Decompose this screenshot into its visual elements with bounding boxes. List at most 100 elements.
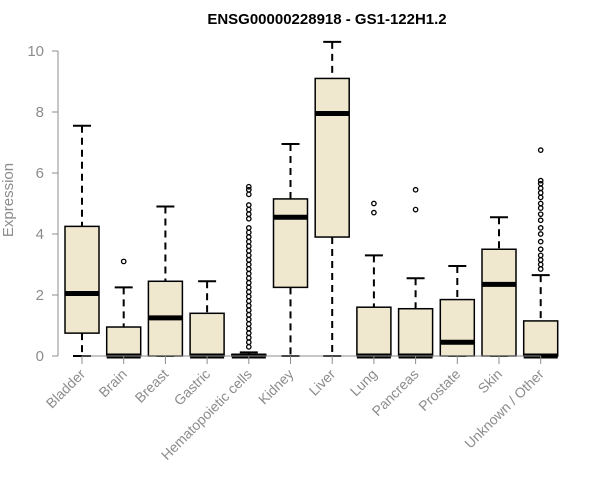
outlier-point <box>245 270 252 277</box>
outlier-point <box>537 194 544 201</box>
outlier-point <box>537 211 544 218</box>
box-iqr <box>356 306 392 357</box>
x-tick-label-unknown-other: Unknown / Other <box>461 366 547 452</box>
chart-title: ENSG00000228918 - GS1-122H1.2 <box>207 11 446 28</box>
outlier-point <box>245 284 252 291</box>
box-iqr <box>439 298 476 357</box>
outlier-point <box>537 231 544 237</box>
outlier-point <box>120 258 127 265</box>
outlier-point <box>245 238 252 245</box>
box-group-gastric <box>189 280 225 359</box>
y-axis-label: Expression <box>0 163 17 237</box>
outlier-point <box>245 325 252 332</box>
box-group-breast <box>147 205 184 357</box>
box-iqr <box>397 307 434 357</box>
outlier-point <box>245 186 252 193</box>
outlier-point <box>245 293 252 300</box>
outlier-point <box>245 307 252 314</box>
outlier-point <box>245 202 252 208</box>
box-iqr <box>272 198 309 289</box>
outlier-point <box>245 243 252 250</box>
box-group-prostate <box>439 265 476 357</box>
box-group-brain <box>105 258 142 359</box>
box-iqr <box>314 77 350 238</box>
box-iqr <box>522 320 559 357</box>
box-group-pancreas <box>397 186 434 359</box>
y-tick-label: 8 <box>36 104 44 121</box>
box-group-skin <box>481 216 517 357</box>
outlier-point <box>371 209 377 216</box>
x-tick-label-breast: Breast <box>132 366 172 406</box>
plot-area <box>64 40 559 359</box>
box-iqr <box>64 225 100 334</box>
outlier-point <box>537 180 544 187</box>
box-iqr <box>481 248 517 357</box>
outlier-point <box>245 343 252 350</box>
outlier-point <box>537 177 544 184</box>
outlier-point <box>537 205 544 211</box>
outlier-point <box>245 289 252 295</box>
outlier-point <box>245 229 252 236</box>
outlier-point <box>537 261 544 268</box>
x-tick-label-skin: Skin <box>475 366 506 397</box>
outlier-point <box>245 225 252 231</box>
box-group-liver <box>314 40 350 357</box>
outlier-point <box>245 302 252 309</box>
box-group-hematopoietic-cells <box>231 183 267 359</box>
outlier-point <box>245 183 252 190</box>
outlier-point <box>245 311 252 318</box>
x-tick-label-brain: Brain <box>95 366 129 400</box>
outlier-point <box>245 321 252 327</box>
box-iqr <box>189 312 225 357</box>
x-tick-label-kidney: Kidney <box>255 366 297 408</box>
box-group-bladder <box>64 124 100 357</box>
outlier-point <box>537 217 544 224</box>
outlier-point <box>537 246 544 253</box>
outlier-point <box>245 266 252 272</box>
outlier-point <box>537 189 544 196</box>
outlier-point <box>245 261 252 268</box>
x-tick-label-prostate: Prostate <box>415 366 463 414</box>
outlier-point <box>245 275 252 282</box>
outlier-point <box>245 334 252 341</box>
y-tick-label: 6 <box>36 165 44 182</box>
x-tick-label-liver: Liver <box>306 366 339 399</box>
outlier-point <box>537 257 544 263</box>
box-group-unknown-other <box>522 147 559 359</box>
outlier-point <box>245 215 252 222</box>
outlier-point <box>245 191 252 198</box>
outlier-point <box>537 200 544 207</box>
outlier-point <box>245 279 252 286</box>
outlier-point <box>245 247 252 254</box>
box-group-kidney <box>272 143 309 357</box>
outlier-point <box>245 234 252 240</box>
outlier-point <box>245 330 252 336</box>
outlier-point <box>537 225 544 231</box>
outlier-point <box>537 147 544 153</box>
outlier-point <box>245 257 252 263</box>
outlier-point <box>245 206 252 213</box>
y-tick-label: 4 <box>36 226 44 243</box>
outlier-point <box>245 298 252 304</box>
outlier-point <box>537 185 544 192</box>
y-tick-label: 2 <box>36 287 44 304</box>
y-axis: 0 2 4 6 8 10 <box>27 43 59 365</box>
outlier-point <box>245 211 252 218</box>
outlier-point <box>412 206 419 213</box>
outlier-point <box>245 316 252 323</box>
outlier-point <box>245 252 252 259</box>
outlier-point <box>537 238 544 245</box>
outlier-point <box>412 186 419 193</box>
outlier-point <box>245 339 252 346</box>
box-group-lung <box>356 200 392 359</box>
outlier-point <box>537 252 544 259</box>
x-tick-label-bladder: Bladder <box>43 366 89 412</box>
y-tick-label: 0 <box>36 348 44 365</box>
y-tick-label: 10 <box>27 43 44 60</box>
outlier-point <box>537 266 544 272</box>
x-tick-label-lung: Lung <box>347 366 380 399</box>
box-iqr <box>105 326 142 357</box>
outlier-point <box>371 200 377 207</box>
